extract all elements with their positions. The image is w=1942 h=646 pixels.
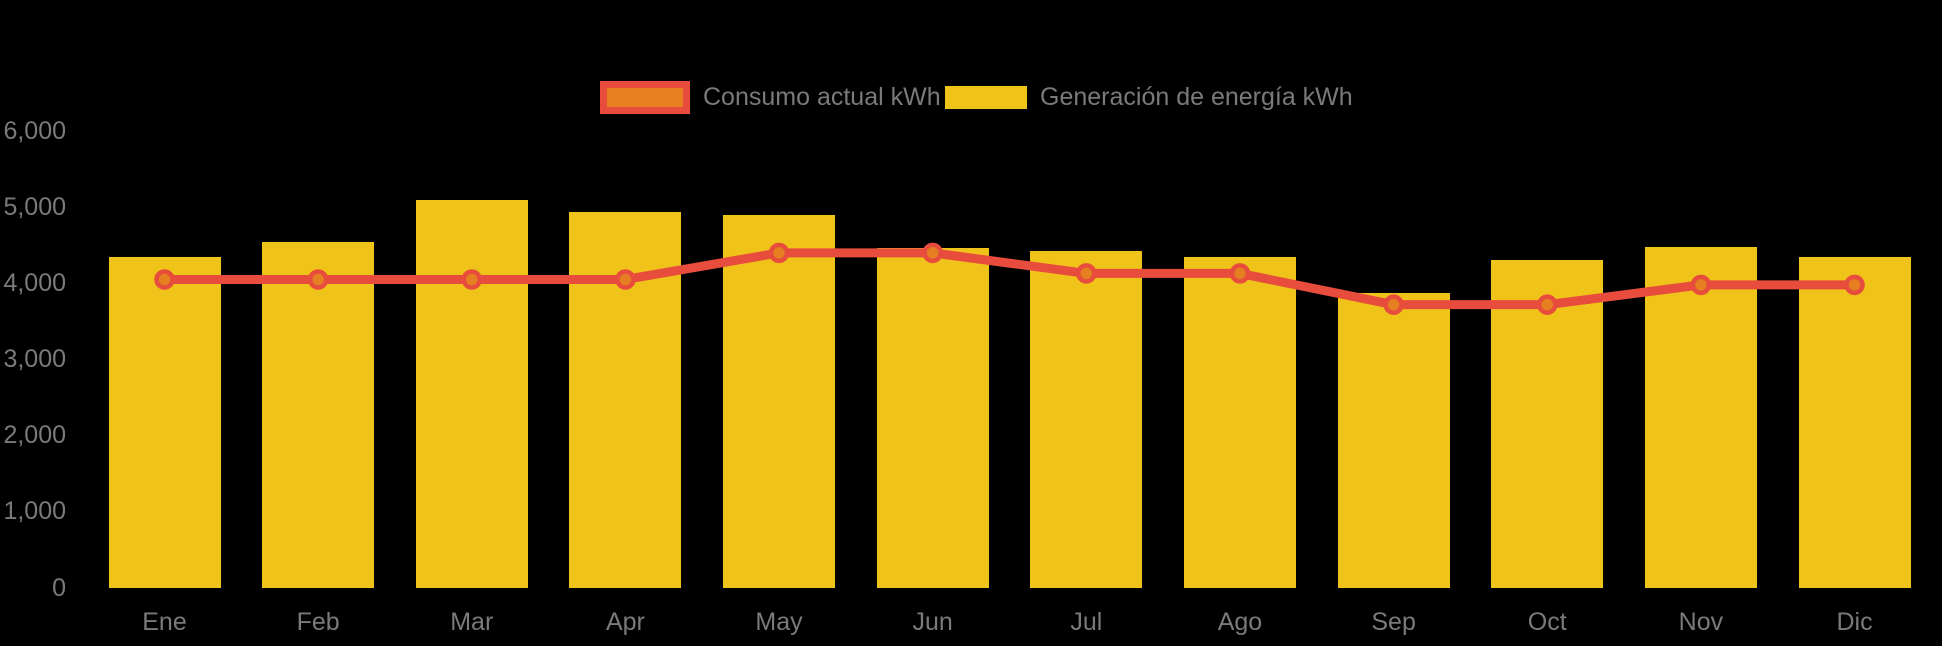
bar-jun[interactable] [876,248,989,588]
line-point-jul[interactable] [1076,263,1097,284]
bar-sep[interactable] [1337,293,1450,588]
bar-dic[interactable] [1798,256,1911,588]
x-tick-label-sep: Sep [1371,608,1416,636]
x-tick-label-jun: Jun [912,608,953,636]
y-tick-label-4000: 4,000 [3,268,66,297]
line-point-feb[interactable] [307,269,329,290]
legend-item-consumo[interactable]: Consumo actual kWh [600,81,941,114]
line-point-mar[interactable] [461,269,483,290]
bar-may[interactable] [723,214,836,588]
bar-jul[interactable] [1030,251,1143,588]
line-point-nov[interactable] [1690,274,1712,296]
x-tick-label-feb: Feb [296,608,340,636]
consumo-swatch-icon [600,81,690,114]
x-tick-label-may: May [755,608,803,636]
x-tick-label-ago: Ago [1217,608,1263,636]
bar-feb[interactable] [262,242,375,588]
line-point-ene[interactable] [154,269,175,290]
y-tick-label-5000: 5,000 [3,192,66,221]
line-point-jun[interactable] [922,242,943,264]
consumo-line-path [160,248,1860,310]
x-tick-label-jul: Jul [1070,608,1103,636]
generacion-swatch-icon [945,86,1027,109]
x-tick-label-mar: Mar [450,608,494,636]
line-point-sep[interactable] [1383,294,1404,315]
bar-mar[interactable] [415,199,528,588]
x-tick-label-oct: Oct [1527,608,1567,636]
x-tick-label-apr: Apr [605,608,645,636]
bar-nov[interactable] [1644,246,1757,588]
line-point-may[interactable] [768,242,790,264]
line-point-ago[interactable] [1229,263,1251,284]
y-tick-label-1000: 1,000 [3,497,66,526]
legend-label-generacion: Generación de energía kWh [1040,83,1353,111]
y-tick-label-6000: 6,000 [3,116,66,145]
y-tick-label-0: 0 [52,573,66,602]
y-tick-label-2000: 2,000 [3,421,66,450]
legend-item-generacion[interactable]: Generación de energía kWh [945,81,1353,114]
x-tick-label-nov: Nov [1678,608,1724,636]
line-point-oct[interactable] [1537,294,1558,315]
x-tick-label-dic: Dic [1836,608,1873,636]
bar-ene[interactable] [108,256,221,588]
line-point-apr[interactable] [615,269,636,290]
x-tick-label-ene: Ene [142,608,187,636]
legend-label-consumo: Consumo actual kWh [703,83,941,111]
bar-ago[interactable] [1183,256,1296,588]
line-point-dic[interactable] [1844,274,1865,296]
y-tick-label-3000: 3,000 [3,345,66,373]
